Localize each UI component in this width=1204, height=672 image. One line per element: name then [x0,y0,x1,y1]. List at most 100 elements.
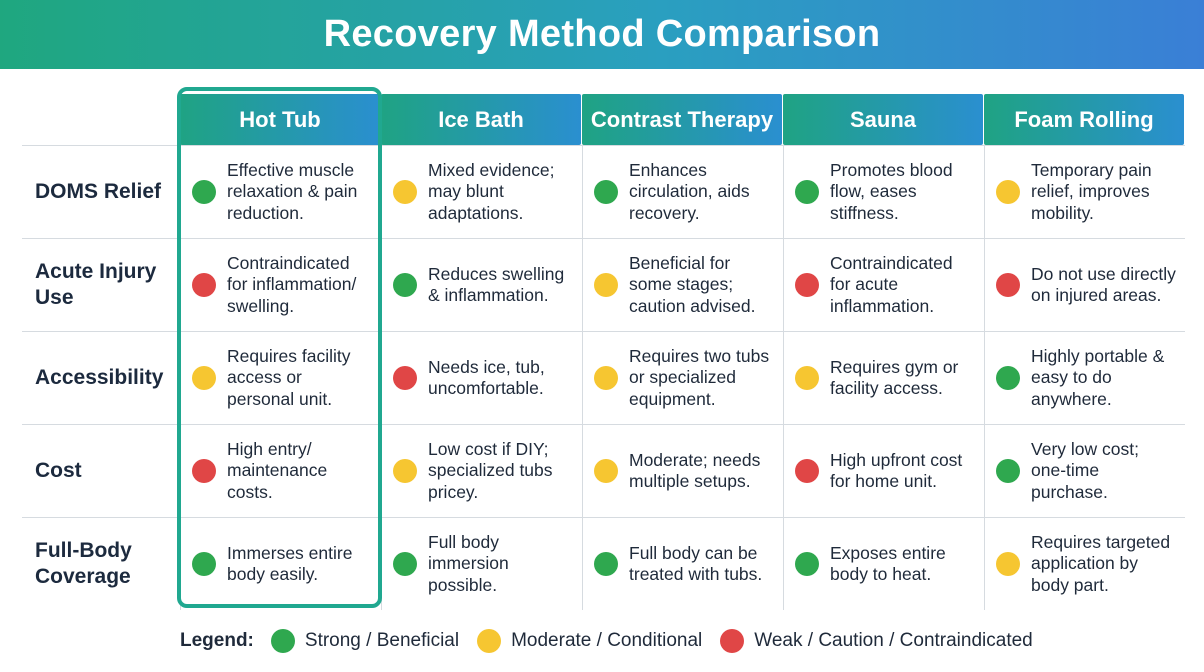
cell-text: Promotes blood flow, eases stiffness. [830,159,953,223]
cell-text: Full body immersion possible. [428,531,509,595]
cell-text: Contraindicated for acute inflammation. [830,252,953,316]
cell-text: Exposes entire body to heat. [830,542,946,585]
red-dot-icon [795,273,819,297]
green-dot-icon [795,180,819,204]
cell-text: Requires two tubs or specialized equipme… [629,345,770,409]
cell-text: Requires gym or facility access. [830,356,959,399]
cell-text: Beneficial for some stages; caution advi… [629,252,756,316]
table-cell-doms-relief-contrast-therapy: Enhances circulation, aids recovery. [582,145,783,238]
red-dot-icon [996,273,1020,297]
cell-text: Contraindicated for inflammation/ swelli… [227,252,357,316]
page-title: Recovery Method Comparison [323,13,881,55]
cell-text: Reduces swelling & inflammation. [428,263,565,306]
cell-text: Highly portable & easy to do anywhere. [1031,345,1165,409]
table-cell-accessibility-sauna: Requires gym or facility access. [783,331,984,424]
row-header-full-body-coverage: Full-Body Coverage [22,517,180,610]
table-cell-cost-contrast-therapy: Moderate; needs multiple setups. [582,424,783,517]
green-dot-icon [393,273,417,297]
table-cell-accessibility-ice-bath: Needs ice, tub, uncomfortable. [381,331,582,424]
table-cell-doms-relief-ice-bath: Mixed evidence; may blunt adaptations. [381,145,582,238]
yellow-dot-icon [393,180,417,204]
yellow-dot-icon [192,366,216,390]
table-cell-full-body-coverage-sauna: Exposes entire body to heat. [783,517,984,610]
table-cell-full-body-coverage-contrast-therapy: Full body can be treated with tubs. [582,517,783,610]
table-cell-cost-sauna: High upfront cost for home unit. [783,424,984,517]
cell-text: Do not use directly on injured areas. [1031,263,1176,306]
table-cell-doms-relief-hot-tub: Effective muscle relaxation & pain reduc… [180,145,381,238]
table-cell-doms-relief-foam-rolling: Temporary pain relief, improves mobility… [984,145,1185,238]
red-dot-icon [192,273,216,297]
table-cell-acute-injury-use-sauna: Contraindicated for acute inflammation. [783,238,984,331]
comparison-table: Hot Tub Ice Bath Contrast Therapy Sauna … [22,94,1185,610]
row-header-cost: Cost [22,424,180,517]
red-dot-icon [192,459,216,483]
legend-title: Legend: [180,630,254,651]
row-header-acute-injury-use: Acute Injury Use [22,238,180,331]
yellow-dot-icon [795,366,819,390]
yellow-dot-icon [594,273,618,297]
table-cell-cost-hot-tub: High entry/ maintenance costs. [180,424,381,517]
green-dot-icon [996,459,1020,483]
table-cell-accessibility-contrast-therapy: Requires two tubs or specialized equipme… [582,331,783,424]
title-banner: Recovery Method Comparison [0,0,1204,69]
table-cell-acute-injury-use-foam-rolling: Do not use directly on injured areas. [984,238,1185,331]
column-header-hot-tub: Hot Tub [180,94,380,145]
cell-text: High entry/ maintenance costs. [227,438,328,502]
yellow-dot-icon [393,459,417,483]
cell-text: Very low cost; one-time purchase. [1031,438,1139,502]
table-cell-acute-injury-use-ice-bath: Reduces swelling & inflammation. [381,238,582,331]
legend-item-weak: Weak / Caution / Contraindicated [720,629,1033,653]
table-cell-acute-injury-use-contrast-therapy: Beneficial for some stages; caution advi… [582,238,783,331]
cell-text: Needs ice, tub, uncomfortable. [428,356,545,399]
green-dot-icon [594,552,618,576]
table-cell-acute-injury-use-hot-tub: Contraindicated for inflammation/ swelli… [180,238,381,331]
table-cell-doms-relief-sauna: Promotes blood flow, eases stiffness. [783,145,984,238]
legend-label: Strong / Beneficial [304,630,460,651]
legend-label: Weak / Caution / Contraindicated [754,630,1033,651]
cell-text: Temporary pain relief, improves mobility… [1031,159,1152,223]
cell-text: Low cost if DIY; specialized tubs pricey… [428,438,553,502]
legend-label: Moderate / Conditional [511,630,703,651]
cell-text: Full body can be treated with tubs. [629,542,763,585]
table-cell-full-body-coverage-foam-rolling: Requires targeted application by body pa… [984,517,1185,610]
yellow-dot-icon [594,366,618,390]
cell-text: High upfront cost for home unit. [830,449,963,492]
green-dot-icon [192,552,216,576]
yellow-dot-icon [996,552,1020,576]
column-header-sauna: Sauna [783,94,983,145]
yellow-dot-icon [594,459,618,483]
green-dot-icon [393,552,417,576]
table-cell-cost-ice-bath: Low cost if DIY; specialized tubs pricey… [381,424,582,517]
table-cell-accessibility-foam-rolling: Highly portable & easy to do anywhere. [984,331,1185,424]
green-dot-icon [594,180,618,204]
column-header-ice-bath: Ice Bath [381,94,581,145]
legend-item-strong: Strong / Beneficial [270,629,460,653]
green-dot-icon [192,180,216,204]
cell-text: Requires facility access or personal uni… [227,345,351,409]
green-dot-icon [996,366,1020,390]
cell-text: Effective muscle relaxation & pain reduc… [227,159,358,223]
legend: Legend: Strong / Beneficial Moderate / C… [180,628,1051,654]
green-dot-icon [795,552,819,576]
row-header-doms-relief: DOMS Relief [22,145,180,238]
table-cell-full-body-coverage-hot-tub: Immerses entire body easily. [180,517,381,610]
yellow-dot-icon [477,629,502,653]
cell-text: Moderate; needs multiple setups. [629,449,761,492]
yellow-dot-icon [996,180,1020,204]
cell-text: Enhances circulation, aids recovery. [629,159,750,223]
table-cell-accessibility-hot-tub: Requires facility access or personal uni… [180,331,381,424]
red-dot-icon [393,366,417,390]
cell-text: Immerses entire body easily. [227,542,353,585]
cell-text: Mixed evidence; may blunt adaptations. [428,159,555,223]
green-dot-icon [270,629,295,653]
row-header-accessibility: Accessibility [22,331,180,424]
cell-text: Requires targeted application by body pa… [1031,531,1171,595]
table-cell-cost-foam-rolling: Very low cost; one-time purchase. [984,424,1185,517]
table-cell-full-body-coverage-ice-bath: Full body immersion possible. [381,517,582,610]
column-header-contrast-therapy: Contrast Therapy [582,94,782,145]
red-dot-icon [720,629,745,653]
red-dot-icon [795,459,819,483]
column-header-foam-rolling: Foam Rolling [984,94,1184,145]
table-corner [22,94,180,145]
legend-item-moderate: Moderate / Conditional [477,629,702,653]
